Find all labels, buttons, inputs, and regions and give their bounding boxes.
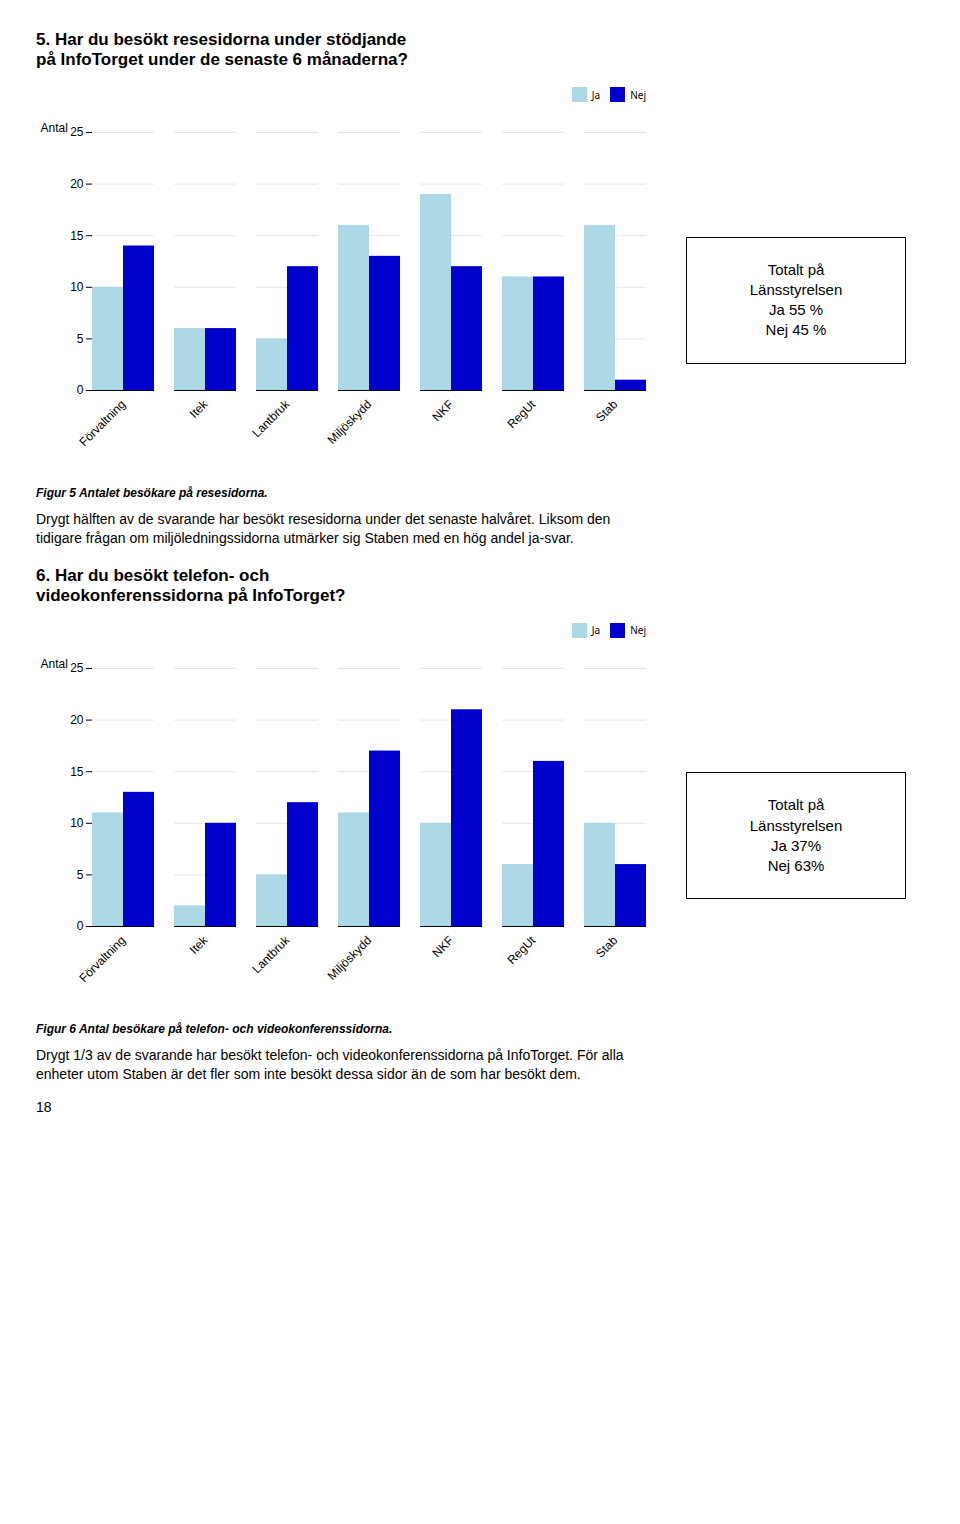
svg-text:Lantbruk: Lantbruk bbox=[249, 397, 293, 441]
svg-text:10: 10 bbox=[70, 280, 84, 294]
svg-text:RegUt: RegUt bbox=[504, 933, 538, 967]
svg-text:20: 20 bbox=[70, 713, 84, 727]
html-text:Drygt 1/3 av de svarande har b: Drygt 1/3 av de svarande har besökt tele… bbox=[36, 1046, 624, 1082]
svg-text:20: 20 bbox=[70, 177, 84, 191]
html-text:Figur 6 Antal besökare på tele: Figur 6 Antal besökare på telefon- och v… bbox=[36, 1021, 393, 1036]
html-text:5. Har du besökt resesidorna u: 5. Har du besökt resesidorna under stödj… bbox=[36, 30, 408, 69]
svg-text:Itek: Itek bbox=[187, 397, 211, 421]
svg-text:25: 25 bbox=[70, 661, 84, 675]
svg-text:25: 25 bbox=[70, 125, 84, 139]
svg-text:Miljöskydd: Miljöskydd bbox=[325, 397, 375, 447]
svg-text:5: 5 bbox=[77, 868, 84, 882]
svg-text:Lantbruk: Lantbruk bbox=[249, 932, 293, 976]
svg-text:15: 15 bbox=[70, 764, 84, 778]
svg-text:Stab: Stab bbox=[593, 933, 621, 961]
html-text:Drygt hälften av de svarande h: Drygt hälften av de svarande har besökt … bbox=[36, 511, 611, 546]
html-text:Ja: Ja bbox=[591, 623, 601, 638]
html-text:Figur 5 Antalet besökare på re: Figur 5 Antalet besökare på resesidorna. bbox=[36, 486, 268, 500]
svg-text:5: 5 bbox=[77, 332, 84, 346]
html-text:Ja: Ja bbox=[591, 87, 601, 102]
svg-text:Stab: Stab bbox=[593, 397, 621, 425]
svg-text:0: 0 bbox=[77, 919, 84, 933]
html-text:18: 18 bbox=[36, 1098, 52, 1115]
html-text:6. Har du besökt telefon- och: 6. Har du besökt telefon- och videokonfe… bbox=[36, 565, 346, 605]
svg-text:NKF: NKF bbox=[429, 397, 456, 424]
svg-text:Antal: Antal bbox=[41, 121, 68, 135]
html-text:Nej: Nej bbox=[630, 87, 646, 102]
svg-text:Förvaltning: Förvaltning bbox=[76, 397, 128, 449]
svg-text:RegUt: RegUt bbox=[504, 397, 538, 431]
svg-text:Miljöskydd: Miljöskydd bbox=[325, 933, 375, 983]
svg-text:Förvaltning: Förvaltning bbox=[76, 933, 128, 985]
svg-text:15: 15 bbox=[70, 229, 84, 243]
svg-text:10: 10 bbox=[70, 816, 84, 830]
svg-text:NKF: NKF bbox=[429, 933, 456, 960]
svg-text:Antal: Antal bbox=[41, 657, 68, 671]
svg-text:0: 0 bbox=[77, 383, 84, 397]
svg-text:Itek: Itek bbox=[187, 932, 211, 956]
html-text:Nej: Nej bbox=[630, 623, 646, 638]
html-text:Totalt på Länsstyrelsen Ja 55: Totalt på Länsstyrelsen Ja 55 % Nej 45 % bbox=[749, 260, 843, 339]
html-text:Totalt på Länsstyrelsen Ja 37%: Totalt på Länsstyrelsen Ja 37% Nej 63% bbox=[749, 796, 843, 874]
